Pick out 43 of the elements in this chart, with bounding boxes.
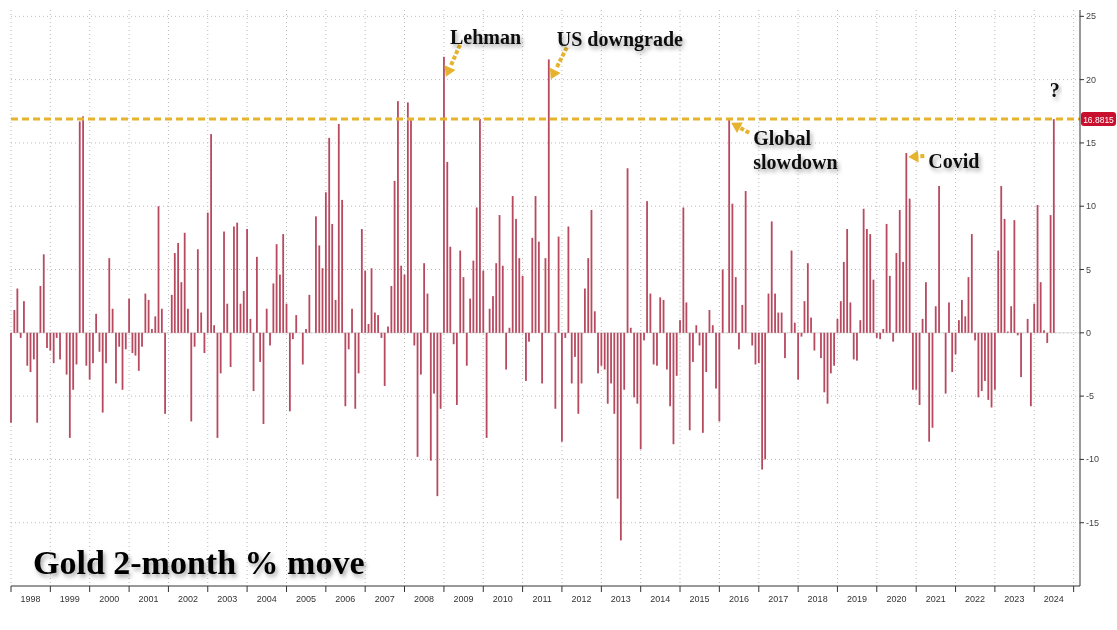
y-tick-label: 5 <box>1086 264 1092 275</box>
x-tick-label: 2021 <box>925 594 946 604</box>
x-tick-label: 2024 <box>1043 594 1064 604</box>
x-tick-label: 1999 <box>59 594 80 604</box>
text: Gold 2-month % move <box>33 544 365 581</box>
x-tick-label: 2005 <box>296 594 317 604</box>
x-tick-label: 2007 <box>374 594 395 604</box>
y-tick-label: 20 <box>1086 74 1097 85</box>
x-tick-label: 2002 <box>177 594 198 604</box>
ref-line-label: 16.8815 <box>1083 114 1115 125</box>
x-tick-label: 2019 <box>846 594 867 604</box>
y-tick-label: -5 <box>1086 391 1095 402</box>
y-tick-label: -15 <box>1086 517 1100 528</box>
x-tick-label: 2010 <box>492 594 513 604</box>
y-tick-label: 15 <box>1086 137 1097 148</box>
x-tick-label: 2013 <box>610 594 631 604</box>
x-tick-label: 2022 <box>965 594 986 604</box>
annotation: Global slowdown <box>753 126 838 173</box>
x-tick-label: 2011 <box>532 594 552 604</box>
x-tick-label: 2003 <box>217 594 238 604</box>
x-tick-label: 2016 <box>728 594 749 604</box>
annotation: ? <box>1049 79 1060 102</box>
x-tick-label: 2023 <box>1004 594 1025 604</box>
x-tick-label: 2001 <box>138 594 159 604</box>
x-tick-label: 2000 <box>99 594 120 604</box>
annotation: Covid <box>928 150 980 173</box>
y-tick-label: 0 <box>1086 327 1092 338</box>
y-tick-label: 10 <box>1086 201 1097 212</box>
x-tick-label: 2008 <box>414 594 435 604</box>
x-tick-label: 2017 <box>768 594 789 604</box>
x-tick-label: 2018 <box>807 594 828 604</box>
x-tick-label: 2006 <box>335 594 356 604</box>
y-tick-label: -10 <box>1086 454 1100 465</box>
x-tick-label: 2020 <box>886 594 907 604</box>
annotation: US downgrade <box>556 28 684 52</box>
x-tick-label: 2004 <box>256 594 277 604</box>
x-tick-label: 2015 <box>689 594 710 604</box>
x-tick-label: 2009 <box>453 594 474 604</box>
x-tick-label: 2014 <box>650 594 671 604</box>
x-tick-label: 1998 <box>20 594 41 604</box>
x-tick-label: 2012 <box>571 594 592 604</box>
annotation: Lehman <box>449 25 522 48</box>
y-tick-label: 25 <box>1086 11 1097 22</box>
